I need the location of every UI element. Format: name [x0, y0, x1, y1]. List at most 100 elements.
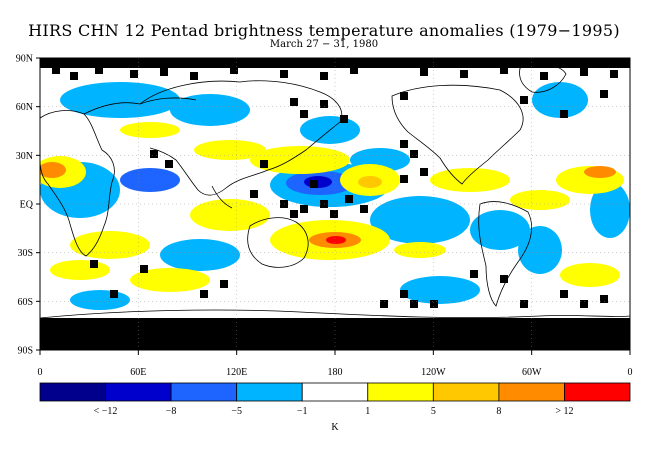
colorbar-swatch [367, 382, 434, 402]
missing-data-cell [220, 280, 228, 288]
anomaly-patch [60, 82, 180, 118]
cold-anomaly-regions [40, 82, 630, 310]
anomaly-patch [326, 236, 346, 244]
colorbar-swatch [432, 382, 500, 402]
missing-data-cell [160, 68, 168, 76]
anomaly-patch [190, 199, 270, 231]
missing-data-cell [500, 66, 508, 74]
missing-data-cell [280, 70, 288, 78]
missing-data-cell [230, 66, 238, 74]
lat-tick-label: 90S [17, 346, 33, 357]
missing-data-cell [600, 295, 608, 303]
colorbar-swatch [105, 382, 172, 402]
missing-data-cell [310, 180, 318, 188]
missing-data-cell [520, 96, 528, 104]
colorbar-swatch [564, 382, 631, 402]
lon-tick-label: 60W [522, 367, 542, 378]
missing-data-cell [150, 150, 158, 158]
missing-data-cell [260, 160, 268, 168]
anomaly-patch [50, 260, 110, 280]
missing-data-cell [560, 110, 568, 118]
anomaly-patch [400, 276, 480, 304]
missing-data-cell [340, 115, 348, 123]
map-subtitle: March 27 − 31, 1980 [269, 39, 379, 50]
anomaly-patch [170, 94, 250, 126]
missing-data-cell [345, 195, 353, 203]
lat-tick-label: 60N [16, 102, 33, 113]
anomaly-patch [590, 182, 630, 238]
lat-tick-label: EQ [20, 200, 34, 211]
anomaly-patch [120, 168, 180, 192]
latitude-axis: 90N 60N 30N EQ 30S 60S 90S [16, 54, 40, 357]
missing-data-cell [250, 190, 258, 198]
missing-data-cell [290, 98, 298, 106]
anomaly-patch [560, 263, 620, 287]
map-title: HIRS CHN 12 Pentad brightness temperatur… [28, 21, 620, 40]
colorbar-swatch [170, 382, 238, 402]
missing-data-cell [140, 265, 148, 273]
colorbar: < −12 −8 −5 −1 1 5 8 > 12 K [39, 382, 631, 433]
missing-data-cell [320, 72, 328, 80]
colorbar-label: −5 [231, 406, 242, 417]
missing-data-cell [130, 70, 138, 78]
anomaly-patch [394, 242, 446, 258]
anomaly-patch [160, 239, 240, 271]
missing-data-cell [610, 70, 618, 78]
lat-tick-label: 60S [17, 297, 33, 308]
missing-data-cell [110, 290, 118, 298]
missing-data-cell [460, 70, 468, 78]
missing-data-cell [70, 72, 78, 80]
missing-data-cell [560, 290, 568, 298]
lat-tick-label: 30N [16, 151, 33, 162]
anomaly-patch [70, 231, 150, 259]
missing-data-cell [90, 260, 98, 268]
missing-data-cell [470, 270, 478, 278]
anomaly-patch [40, 162, 66, 178]
longitude-axis: 0 60E 120E 180 120W 60W 0 [38, 350, 633, 378]
colorbar-label: 5 [431, 406, 436, 417]
lon-tick-label: 120W [421, 367, 446, 378]
anomaly-patch [518, 226, 562, 274]
missing-data-cell [580, 300, 588, 308]
map-panel [40, 58, 630, 350]
coastlines [40, 64, 630, 319]
colorbar-label: −1 [297, 406, 308, 417]
colorbar-swatch [498, 382, 565, 402]
missing-data-cell [500, 275, 508, 283]
missing-data-cell [410, 300, 418, 308]
colorbar-label: −8 [166, 406, 177, 417]
anomaly-patch [370, 196, 470, 244]
anomaly-patch [194, 140, 266, 160]
anomaly-patch [584, 166, 616, 178]
anomaly-patch [120, 122, 180, 138]
lat-tick-label: 30S [17, 248, 33, 259]
missing-data-cell [400, 290, 408, 298]
anomaly-patch [510, 190, 570, 210]
lat-tick-label: 90N [16, 54, 33, 65]
missing-data-cell [540, 72, 548, 80]
lon-tick-label: 120E [226, 367, 247, 378]
missing-data-cell [290, 210, 298, 218]
missing-data-cell [420, 168, 428, 176]
graticule [40, 58, 630, 350]
missing-data-cell [165, 160, 173, 168]
colorbar-swatch [39, 382, 106, 402]
missing-data-cell [300, 205, 308, 213]
colorbar-label: 1 [365, 406, 370, 417]
colorbar-unit: K [331, 422, 339, 433]
lon-tick-label: 60E [130, 367, 146, 378]
lon-tick-label: 0 [628, 367, 633, 378]
missing-data-cell [200, 290, 208, 298]
missing-data-cell [350, 66, 358, 74]
missing-data-cell [52, 66, 60, 74]
missing-data-cell [330, 210, 338, 218]
missing-data-cell [400, 140, 408, 148]
lon-tick-label: 0 [38, 367, 43, 378]
missing-data-cell [410, 150, 418, 158]
anomaly-patch [470, 210, 530, 250]
missing-data-cell [360, 205, 368, 213]
missing-data-cell [190, 72, 198, 80]
anomaly-patch [70, 290, 130, 310]
missing-data-cell [300, 110, 308, 118]
